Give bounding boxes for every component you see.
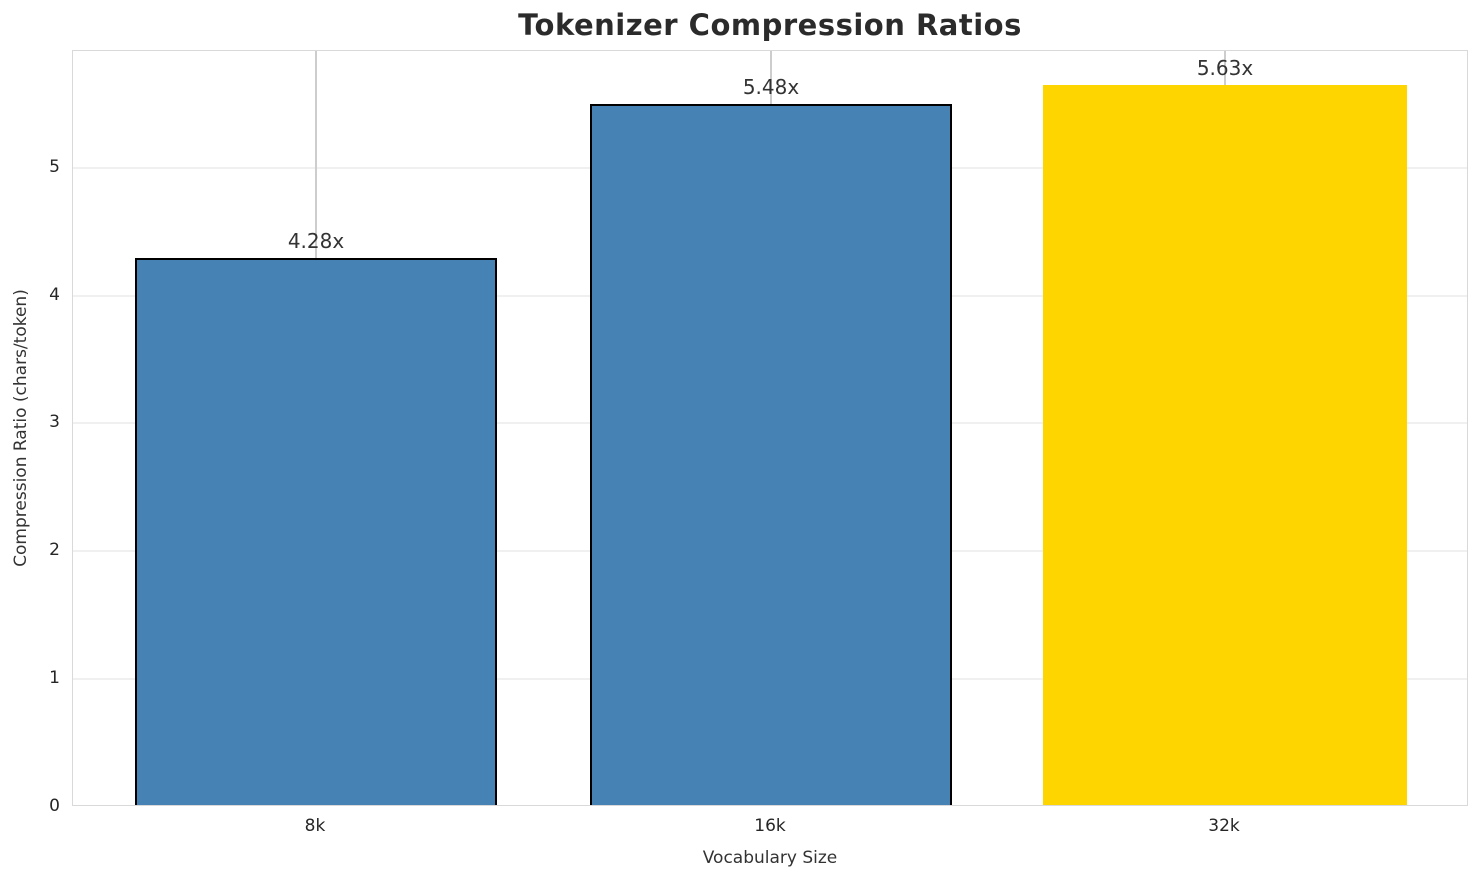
x-tick-8k: 8k [304, 816, 326, 836]
x-axis-label: Vocabulary Size [702, 848, 838, 868]
bar-value-label-16k: 5.48x [742, 75, 800, 99]
y-tick-2: 2 [49, 540, 60, 560]
y-tick-0: 0 [49, 796, 60, 816]
y-tick-3: 3 [49, 412, 60, 432]
bar-8k [135, 258, 497, 805]
y-tick-5: 5 [49, 157, 60, 177]
x-tick-32k: 32k [1208, 816, 1240, 836]
x-tick-16k: 16k [754, 816, 786, 836]
y-tick-1: 1 [49, 668, 60, 688]
y-tick-4: 4 [49, 285, 60, 305]
bar-value-label-32k: 5.63x [1196, 56, 1254, 80]
bar-value-label-8k: 4.28x [287, 229, 345, 253]
bar-16k [590, 104, 952, 805]
chart-title: Tokenizer Compression Ratios [518, 8, 1022, 42]
plot-area: 4.28x 5.48x 5.63x [72, 50, 1468, 806]
bar-32k [1043, 85, 1407, 805]
